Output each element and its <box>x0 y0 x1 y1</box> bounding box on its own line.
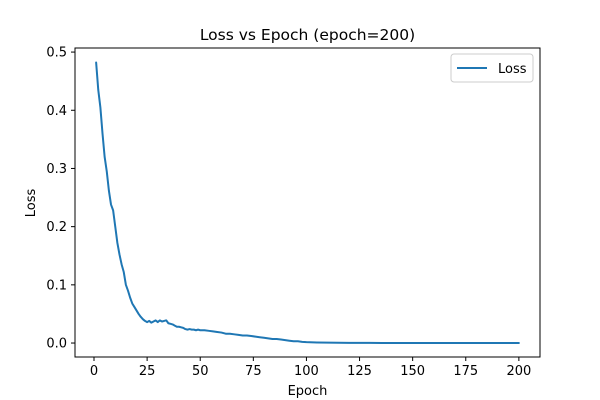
x-tick-label: 25 <box>139 364 156 379</box>
y-axis: 0.0 0.1 0.2 0.3 0.4 0.5 <box>46 46 75 352</box>
y-tick-label: 0.0 <box>46 337 67 352</box>
x-tick-label: 100 <box>294 364 319 379</box>
legend-label-loss: Loss <box>498 62 527 77</box>
chart-title: Loss vs Epoch (epoch=200) <box>200 26 415 44</box>
series-line-loss <box>95 61 520 345</box>
y-axis-label: Loss <box>24 189 39 218</box>
series-group <box>95 61 520 345</box>
x-tick-label: 175 <box>453 364 478 379</box>
legend: Loss <box>450 53 534 83</box>
x-axis: 0 25 50 75 100 125 150 175 200 <box>90 357 531 379</box>
x-tick-label: 150 <box>400 364 425 379</box>
y-tick-label: 0.3 <box>46 162 67 177</box>
x-tick-label: 75 <box>245 364 262 379</box>
x-tick-label: 200 <box>506 364 531 379</box>
x-tick-label: 0 <box>90 364 98 379</box>
x-tick-label: 125 <box>347 364 372 379</box>
x-axis-label: Epoch <box>288 384 328 399</box>
y-tick-label: 0.5 <box>46 46 67 61</box>
y-tick-label: 0.4 <box>46 104 67 119</box>
plot-frame <box>74 47 541 358</box>
legend-box <box>450 53 534 83</box>
y-tick-label: 0.1 <box>46 278 67 293</box>
x-tick-label: 50 <box>192 364 209 379</box>
y-tick-label: 0.2 <box>46 220 67 235</box>
